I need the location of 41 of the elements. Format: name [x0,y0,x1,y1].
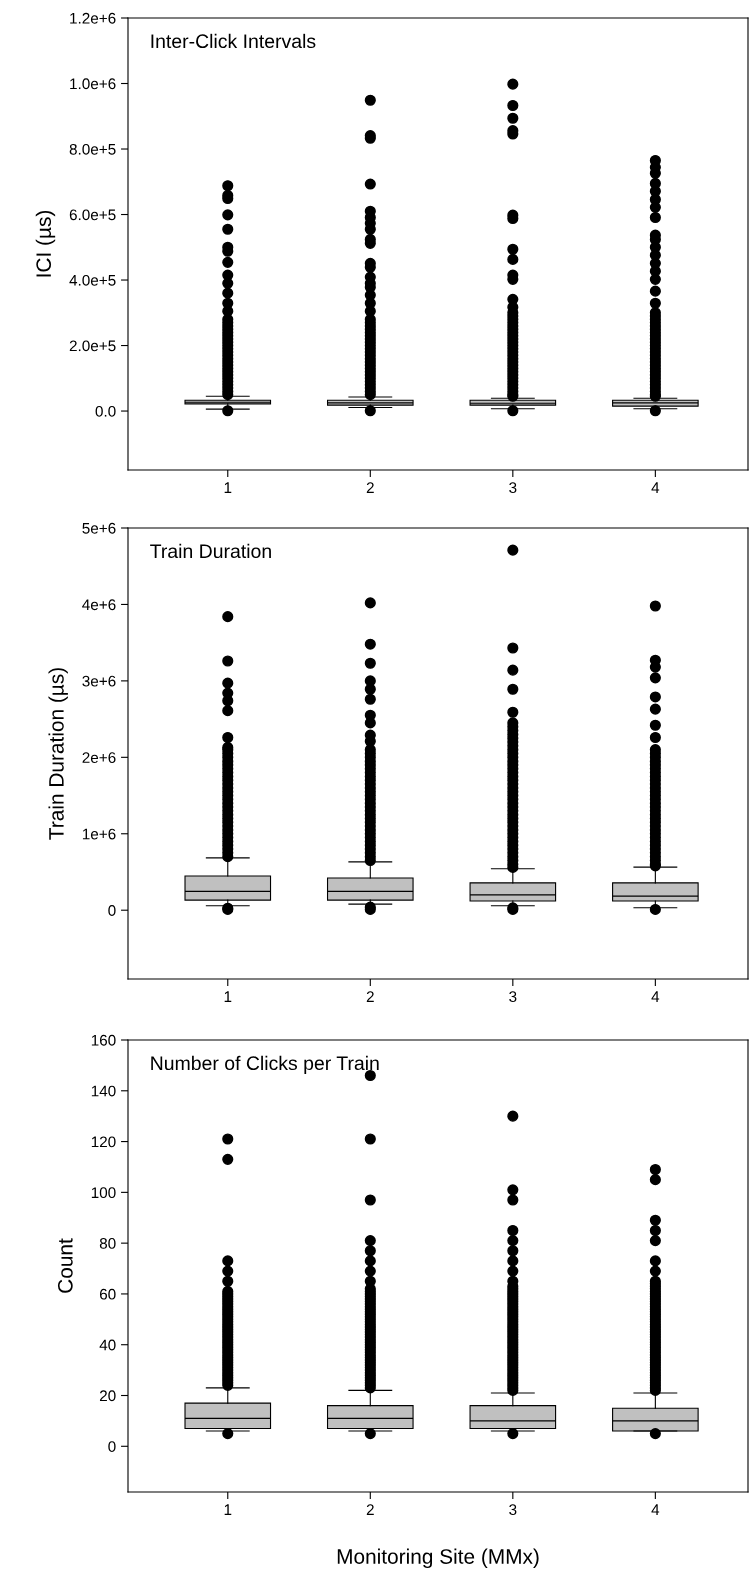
y-axis-title: ICI (µs) [35,210,56,277]
y-tick-label: 0 [108,1441,116,1452]
y-tick-label: 160 [91,1034,116,1046]
x-tick-label: 2 [366,482,374,493]
y-tick-label: 1e+6 [82,828,116,840]
text: Train Duration [150,543,271,559]
y-tick-label: 0.0 [95,405,116,417]
x-tick-label: 4 [651,1504,660,1515]
y-tick-label: 0 [108,905,116,916]
y-axis-title: Count [57,1238,73,1293]
text: Inter-Click Intervals [151,33,316,49]
x-tick-label: 4 [651,991,660,1002]
y-tick-label: 1.2e+6 [70,12,116,24]
y-tick-label: 80 [99,1238,116,1249]
x-tick-label: 1 [224,991,232,1002]
y-tick-label: 4e+6 [82,599,116,611]
y-tick-label: 40 [99,1339,116,1351]
y-tick-label: 1.0e+6 [70,78,116,90]
y-tick-label: 140 [91,1085,116,1097]
y-tick-label: 4.0e+5 [69,274,116,286]
y-axis-title: Train Duration (µs) [48,668,68,840]
y-tick-label: 100 [91,1187,116,1199]
x-tick-label: 1 [224,1504,232,1515]
text: Number of Clicks per Train [151,1055,379,1074]
x-tick-label: 1 [224,482,232,493]
y-tick-label: 2.0e+5 [69,340,116,352]
x-tick-label: 3 [509,1504,517,1516]
y-tick-label: 120 [91,1136,116,1148]
y-tick-label: 5e+6 [82,522,116,534]
x-axis-title: Monitoring Site (MMx) [337,1548,539,1569]
y-tick-label: 8.0e+5 [69,143,116,155]
y-tick-label: 2e+6 [82,752,116,764]
y-tick-label: 3e+6 [82,675,116,687]
y-tick-label: 60 [99,1288,116,1300]
x-tick-label: 2 [366,991,374,1002]
y-tick-label: 6.0e+5 [69,209,116,221]
x-tick-label: 4 [651,482,660,493]
x-tick-label: 3 [509,991,517,1003]
x-tick-label: 3 [509,482,517,494]
x-tick-label: 2 [366,1504,374,1515]
y-tick-label: 20 [99,1390,116,1402]
